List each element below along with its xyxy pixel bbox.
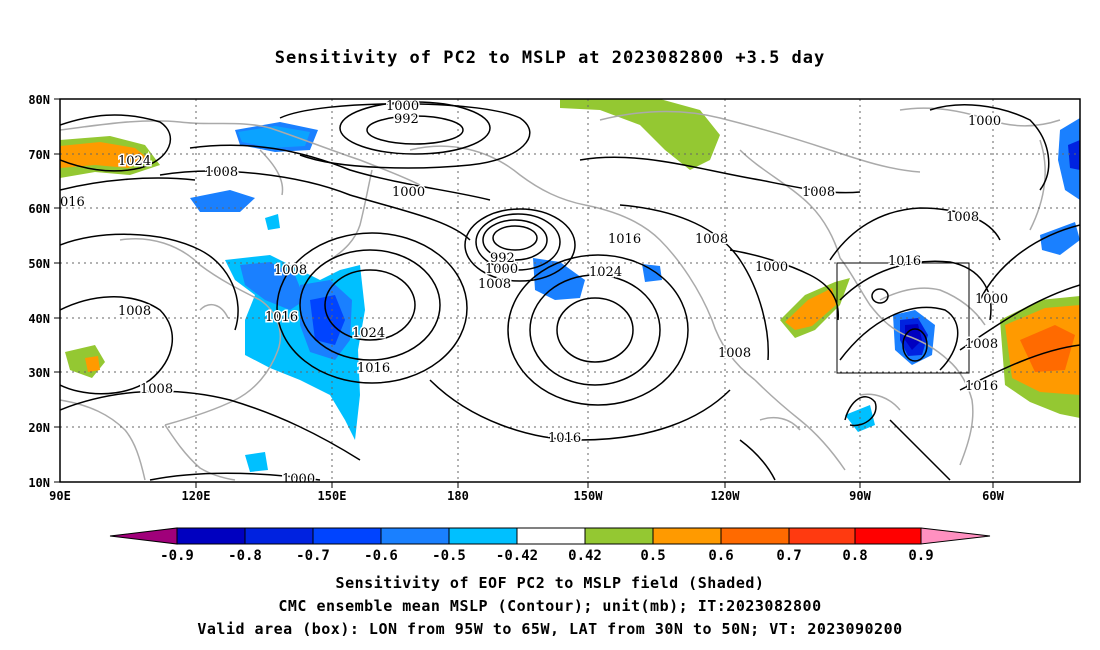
- colorbar: [109, 527, 991, 545]
- map-frame: [59, 98, 1081, 483]
- contour-label: 1008: [695, 232, 728, 247]
- lat-ticks: [54, 98, 60, 483]
- lon-label: 150E: [318, 489, 347, 503]
- caption-line-1: Sensitivity of EOF PC2 to MSLP field (Sh…: [335, 574, 765, 592]
- lat-label: 80N: [28, 93, 50, 107]
- lon-label: 120E: [182, 489, 211, 503]
- colorbar-label: -0.7: [296, 548, 330, 564]
- contour-label: 1016: [608, 232, 641, 247]
- colorbar-swatch: [516, 527, 586, 545]
- lon-label: 90W: [849, 489, 871, 503]
- colorbar-swatch: [312, 527, 382, 545]
- contour-label: 1000: [386, 99, 419, 114]
- contour-label: 1008: [802, 185, 835, 200]
- colorbar-high-arrow: [920, 527, 991, 545]
- contour-label: 1008: [718, 346, 751, 361]
- contour-label: 1016: [888, 254, 921, 269]
- contour-label: 1024: [589, 265, 622, 280]
- lat-label: 70N: [28, 148, 50, 162]
- colorbar-label: -0.8: [228, 548, 262, 564]
- colorbar-swatch: [448, 527, 518, 545]
- colorbar-label: -0.42: [496, 548, 538, 564]
- contour-label: 1000: [392, 185, 425, 200]
- contour-label: 992: [490, 251, 515, 266]
- contour-label: 1008: [118, 304, 151, 319]
- lon-label: 120W: [711, 489, 741, 503]
- contour-label: 1016: [965, 379, 998, 394]
- colorbar-label: -0.9: [160, 548, 194, 564]
- contour-label: 1000: [485, 262, 518, 277]
- lat-label: 10N: [28, 476, 50, 490]
- caption-line-3: Valid area (box): LON from 95W to 65W, L…: [197, 620, 903, 638]
- colorbar-label: 0.7: [776, 548, 801, 564]
- lat-label: 30N: [28, 366, 50, 380]
- contour-label: 1000: [975, 292, 1008, 307]
- contour-label: 1016: [357, 361, 390, 376]
- colorbar-swatch: [176, 527, 246, 545]
- contour-label: 1008: [140, 382, 173, 397]
- shaded-areas: [60, 99, 1080, 472]
- colorbar-swatch: [720, 527, 790, 545]
- colorbar-labels: -0.9 -0.8 -0.7 -0.6 -0.5 -0.42 0.42 0.5 …: [160, 548, 934, 564]
- contour-labels: 1000 992 1024 1008 016 1000 1008 1016 10…: [60, 99, 1010, 487]
- colorbar-swatch: [854, 527, 922, 545]
- colorbar-low-arrow: [109, 527, 178, 545]
- colorbar-label: 0.8: [842, 548, 867, 564]
- contour-label: 1016: [265, 310, 298, 325]
- colorbar-swatch: [652, 527, 722, 545]
- lat-label: 40N: [28, 312, 50, 326]
- colorbar-label: 0.6: [708, 548, 733, 564]
- colorbar-label: 0.9: [908, 548, 933, 564]
- lon-label: 180: [447, 489, 469, 503]
- contour-label: 1008: [946, 210, 979, 225]
- colorbar-swatch: [244, 527, 314, 545]
- contour-label: 1016: [548, 431, 581, 446]
- lon-label: 90E: [49, 489, 71, 503]
- lat-lon-grid: [60, 99, 1080, 482]
- contour-label: 1008: [205, 165, 238, 180]
- lon-ticks: [195, 482, 994, 488]
- lat-labels: 80N 70N 60N 50N 40N 30N 20N 10N: [28, 93, 50, 490]
- contour-label: 1000: [755, 260, 788, 275]
- lon-label: 150W: [574, 489, 604, 503]
- caption-line-2: CMC ensemble mean MSLP (Contour); unit(m…: [278, 597, 822, 615]
- colorbar-label: 0.42: [568, 548, 602, 564]
- valid-area-box: [836, 262, 970, 374]
- contour-label: 1000: [282, 472, 315, 487]
- colorbar-label: 0.5: [640, 548, 665, 564]
- contour-label: 016: [60, 195, 85, 210]
- colorbar-swatch: [380, 527, 450, 545]
- colorbar-swatch: [584, 527, 654, 545]
- contour-label: 1008: [274, 263, 307, 278]
- lat-label: 50N: [28, 257, 50, 271]
- lon-label: 60W: [982, 489, 1004, 503]
- contour-label: 992: [394, 112, 419, 127]
- colorbar-label: -0.5: [432, 548, 466, 564]
- lat-label: 60N: [28, 202, 50, 216]
- lon-labels: 90E 120E 150E 180 150W 120W 90W 60W: [49, 489, 1004, 503]
- mslp-contours: [60, 101, 1080, 481]
- map-title: Sensitivity of PC2 to MSLP at 2023082800…: [274, 48, 826, 68]
- contour-label: 1000: [968, 114, 1001, 129]
- colorbar-swatch: [788, 527, 856, 545]
- contour-label: 1024: [118, 154, 151, 169]
- lat-label: 20N: [28, 421, 50, 435]
- contour-label: 1008: [965, 337, 998, 352]
- colorbar-label: -0.6: [364, 548, 398, 564]
- contour-label: 1008: [478, 277, 511, 292]
- contour-label: 1024: [352, 326, 385, 341]
